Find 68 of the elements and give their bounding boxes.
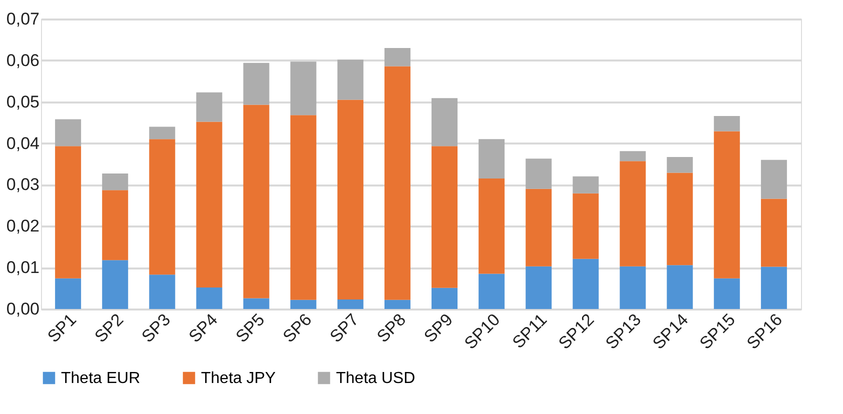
bar [337, 299, 364, 309]
x-tick-label: SP5 [232, 310, 268, 346]
bar [478, 139, 505, 178]
bar [384, 300, 410, 309]
bar [384, 48, 410, 66]
bar [526, 158, 552, 189]
y-tick-label: 0,04 [6, 134, 40, 153]
bar [149, 126, 176, 140]
bar [196, 287, 222, 309]
bar [666, 156, 693, 173]
bar [526, 188, 552, 266]
legend-label: Theta USD [336, 370, 416, 387]
bar [478, 178, 505, 274]
bar [102, 174, 128, 190]
bar [760, 160, 787, 199]
y-tick-label: 0,00 [6, 300, 40, 318]
bar [572, 176, 599, 194]
x-tick-label: SP1 [44, 310, 80, 346]
bar [620, 151, 646, 162]
bar [572, 193, 599, 259]
x-tick-label: SP2 [90, 310, 128, 346]
bar [714, 278, 740, 309]
bar [714, 131, 740, 278]
bar [243, 298, 270, 309]
bar [760, 266, 787, 309]
bar [196, 92, 222, 122]
bar [620, 266, 646, 309]
bar [196, 122, 222, 288]
bar [102, 260, 128, 309]
legend-label: Theta EUR [61, 370, 140, 387]
bar [572, 258, 599, 309]
y-tick-label: 0,07 [6, 10, 40, 28]
x-tick-label: SP6 [279, 310, 316, 346]
bar [337, 100, 364, 300]
y-tick-label: 0,02 [6, 216, 40, 236]
bar [55, 278, 82, 309]
y-tick-label: 0,01 [6, 258, 40, 278]
x-tick-label: SP7 [326, 310, 362, 346]
bar [290, 115, 316, 300]
bar [526, 266, 552, 309]
bar [290, 62, 316, 116]
x-tick-label: SP8 [373, 310, 410, 346]
bar [243, 62, 270, 105]
bar [478, 274, 505, 309]
x-tick-label: SP3 [138, 310, 174, 346]
y-tick-label: 0,05 [6, 92, 40, 112]
bar [432, 146, 458, 288]
y-tick-label: 0,06 [6, 50, 40, 70]
bar [337, 60, 364, 100]
x-tick-label: SP4 [185, 310, 222, 346]
y-tick-label: 0,03 [6, 175, 40, 194]
bar [149, 274, 176, 309]
bar [760, 198, 787, 267]
bar [432, 98, 458, 146]
bar [55, 119, 82, 146]
bar [714, 116, 740, 132]
bar [620, 161, 646, 266]
bar [666, 265, 693, 309]
bar [243, 104, 270, 298]
bar [384, 66, 410, 300]
bar [102, 190, 128, 260]
bar [149, 139, 176, 275]
legend-label: Theta JPY [201, 370, 276, 387]
bar [432, 288, 458, 309]
x-tick-label: SP9 [420, 310, 457, 346]
bar [55, 146, 82, 278]
bar [666, 172, 693, 266]
bar [290, 300, 316, 309]
